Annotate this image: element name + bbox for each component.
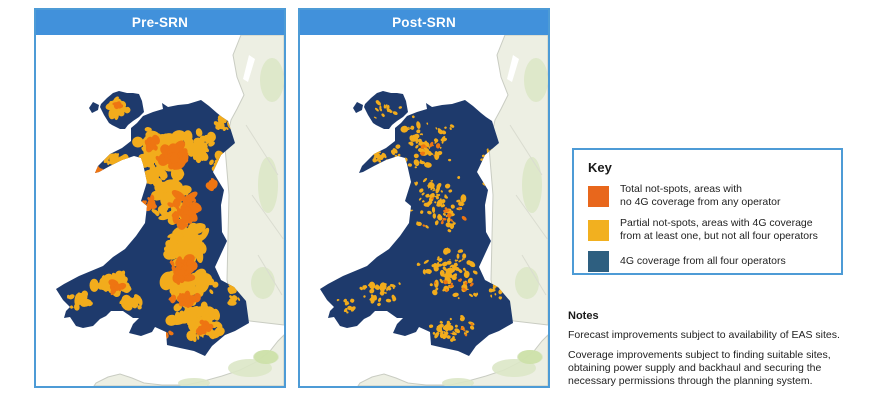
panel-header-pre-srn: Pre-SRN: [36, 10, 284, 35]
key-item-label: Partial not-spots, areas with 4G coverag…: [620, 217, 818, 242]
map-panel-post-srn: Post-SRN: [298, 8, 550, 388]
map-panel-pre-srn: Pre-SRN: [34, 8, 286, 388]
coverage-map-pre-srn: [36, 35, 284, 386]
notes-paragraph-2: Coverage improvements subject to finding…: [568, 349, 831, 387]
notes-section: Notes Forecast improvements subject to a…: [568, 310, 870, 395]
notes-title: Notes: [568, 310, 599, 322]
key-item-total-notspots: Total not-spots, areas with no 4G covera…: [588, 183, 829, 209]
coverage-map-post-srn: [300, 35, 548, 386]
key-item-label: 4G coverage from all four operators: [620, 255, 786, 267]
key-item-partial-notspots: Partial not-spots, areas with 4G coverag…: [588, 217, 829, 243]
key-title: Key: [588, 160, 612, 175]
key-item-full-coverage: 4G coverage from all four operators: [588, 251, 829, 272]
notes-paragraph-1: Forecast improvements subject to availab…: [568, 329, 840, 341]
key-item-label: Total not-spots, areas with no 4G covera…: [620, 183, 781, 208]
panel-title-pre-srn: Pre-SRN: [131, 15, 189, 30]
full-coverage-swatch-icon: [588, 251, 609, 272]
panel-header-post-srn: Post-SRN: [300, 10, 548, 35]
map-key: Key Total not-spots, areas with no 4G co…: [572, 148, 843, 275]
total-notspot-swatch-icon: [588, 185, 609, 207]
partial-notspot-swatch-icon: [588, 219, 609, 241]
panel-title-post-srn: Post-SRN: [392, 15, 456, 30]
